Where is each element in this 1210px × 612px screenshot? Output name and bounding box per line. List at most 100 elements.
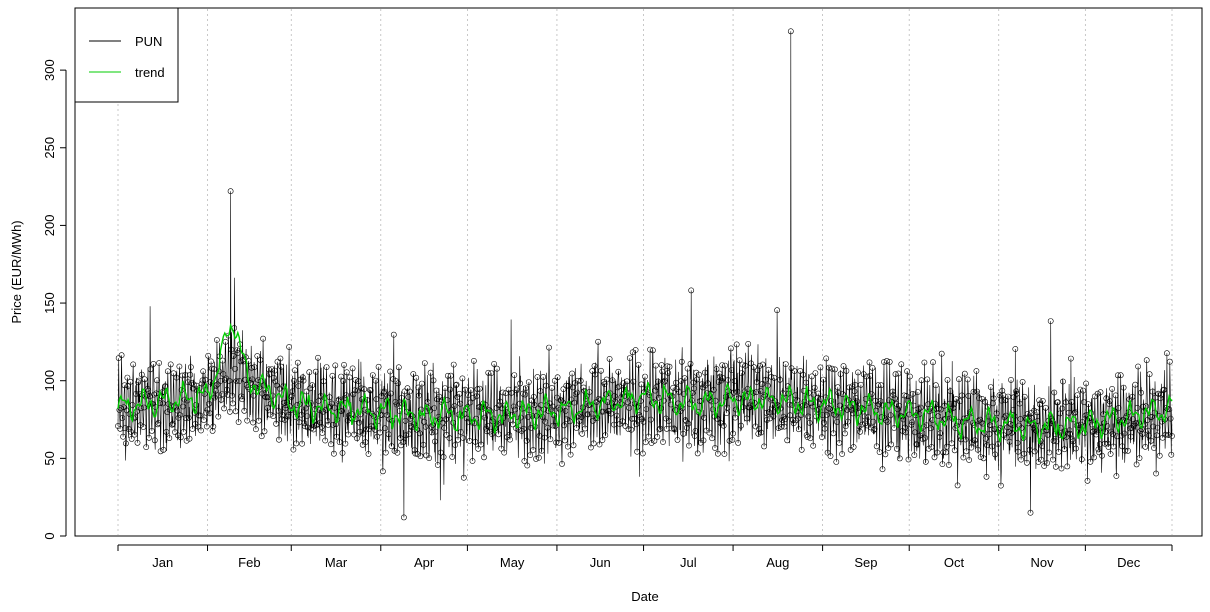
pun-point (1107, 451, 1114, 457)
pun-point (244, 417, 251, 424)
pun-point (1024, 459, 1030, 466)
pun-point (673, 379, 679, 386)
pun-point (726, 437, 733, 444)
pun-point (743, 415, 750, 422)
pun-point (527, 452, 534, 458)
pun-point (306, 369, 313, 376)
pun-point (812, 370, 819, 376)
pun-point (278, 416, 285, 422)
pun-point (1059, 405, 1066, 412)
pun-point (761, 443, 767, 450)
pun-point (145, 387, 152, 394)
pun-point (1104, 440, 1111, 447)
pun-point (302, 405, 309, 412)
pun-point (793, 417, 799, 424)
pun-point (124, 374, 131, 381)
pun-point (540, 373, 547, 380)
pun-point (378, 393, 385, 399)
pun-point (388, 443, 395, 450)
pun-point (977, 416, 983, 423)
pun-point (921, 359, 928, 366)
pun-point (403, 432, 409, 439)
pun-point (596, 441, 603, 448)
pun-point (433, 387, 440, 394)
pun-point (1050, 437, 1057, 444)
pun-point (745, 340, 752, 347)
pun-point (339, 450, 346, 456)
pun-point (293, 440, 300, 447)
pun-point (899, 427, 906, 434)
pun-point (133, 390, 139, 397)
pun-point (156, 360, 162, 366)
pun-point (229, 400, 236, 407)
pun-point (849, 383, 856, 390)
pun-point (442, 416, 449, 423)
pun-point (781, 423, 788, 430)
pun-point (564, 443, 571, 450)
pun-point (255, 417, 262, 424)
pun-point (637, 398, 644, 404)
pun-point (186, 435, 193, 442)
pun-point (787, 412, 793, 419)
pun-point (881, 359, 887, 365)
pun-point (806, 419, 813, 426)
pun-point (585, 411, 591, 418)
pun-point (259, 390, 266, 397)
pun-point (525, 379, 532, 385)
pun-point (877, 398, 884, 404)
pun-point (1132, 381, 1139, 388)
pun-point (990, 395, 997, 402)
pun-point (728, 367, 735, 373)
pun-point (147, 366, 154, 373)
pun-point (475, 445, 482, 452)
pun-point (1036, 397, 1043, 404)
pun-point (988, 426, 995, 433)
pun-point (961, 370, 968, 377)
pun-point (1051, 389, 1058, 396)
pun-point (211, 394, 218, 401)
legend: PUN trend (74, 7, 179, 103)
pun-point (954, 482, 961, 489)
pun-point (1099, 452, 1105, 459)
pun-point (1038, 456, 1045, 463)
pun-point (575, 377, 581, 384)
pun-point (757, 388, 764, 394)
pun-point (962, 436, 969, 443)
pun-point (882, 451, 889, 458)
pun-point (729, 436, 736, 443)
pun-point (710, 406, 716, 413)
pun-point (470, 394, 477, 401)
pun-point (883, 417, 889, 424)
pun-point (560, 386, 567, 392)
pun-point (746, 404, 753, 411)
pun-point (705, 395, 712, 402)
pun-point (834, 418, 840, 425)
pun-point (273, 420, 279, 427)
pun-point (205, 352, 212, 359)
pun-point (169, 420, 176, 427)
pun-point (795, 415, 801, 422)
pun-point (411, 447, 418, 453)
pun-point (1011, 394, 1017, 401)
pun-point (1027, 509, 1034, 516)
pun-point (891, 395, 898, 402)
pun-point (429, 429, 435, 436)
pun-point (469, 458, 476, 464)
pun-point (972, 437, 978, 444)
x-tick-label: Jan (152, 555, 173, 570)
pun-point (1031, 448, 1038, 455)
pun-point (450, 361, 457, 368)
pun-point (356, 428, 363, 435)
pun-point (694, 376, 700, 383)
pun-point (454, 394, 461, 400)
x-axis: Jan Feb Mar Apr May Jun Jul Aug Sep Oct Nov Dec (117, 544, 1173, 570)
y-tick-label: 250 (42, 137, 57, 159)
pun-point (374, 433, 381, 440)
pun-point (463, 415, 470, 422)
pun-point (719, 362, 726, 368)
pun-point (815, 390, 822, 397)
pun-point (200, 417, 207, 423)
pun-point (956, 376, 962, 383)
pun-point (1039, 397, 1046, 404)
pun-point (452, 382, 459, 389)
